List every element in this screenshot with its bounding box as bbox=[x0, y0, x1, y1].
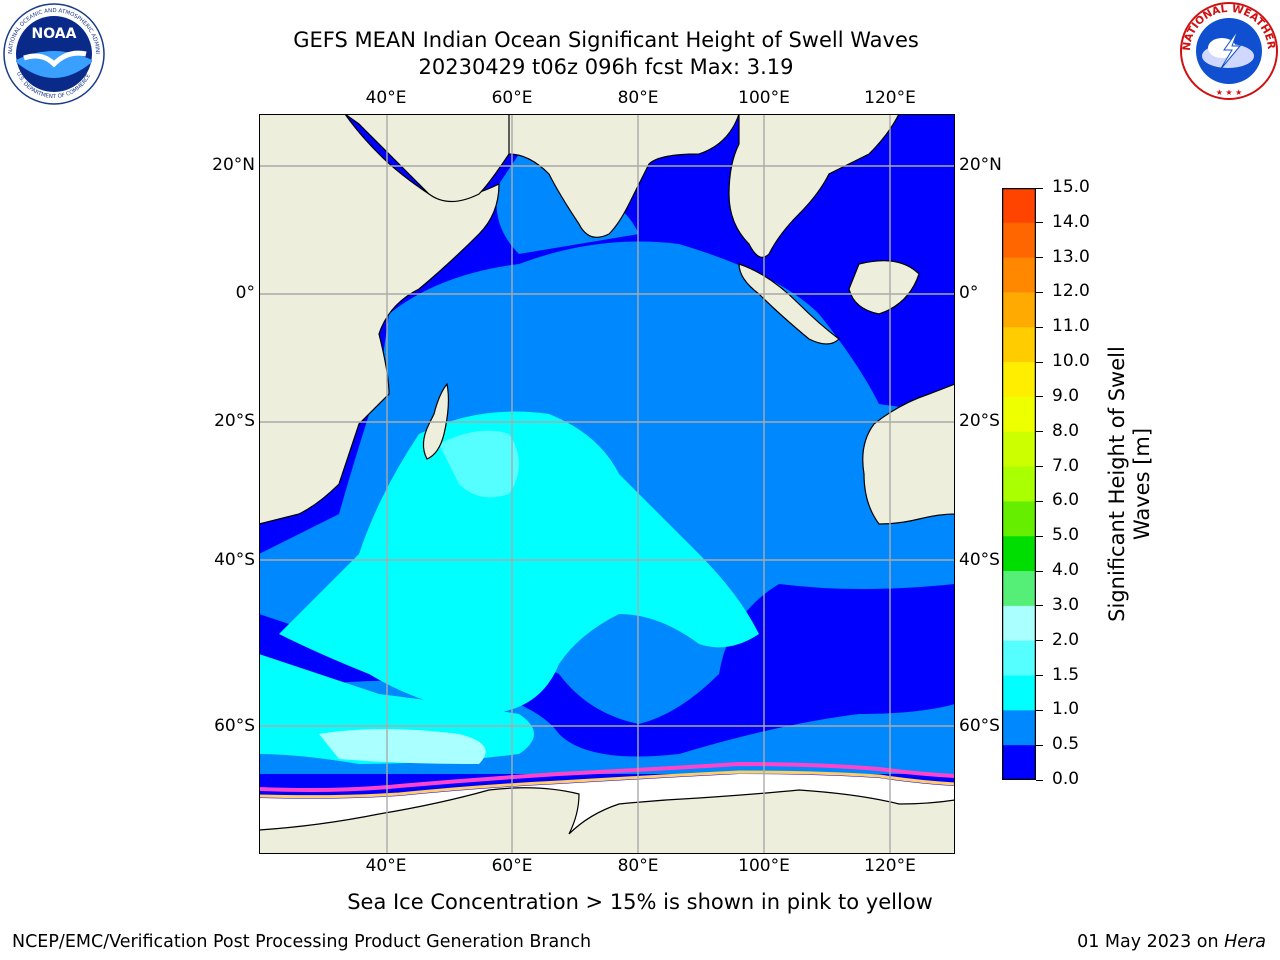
colorbar-segment bbox=[1002, 605, 1036, 642]
colorbar-tick-mark bbox=[1036, 326, 1043, 328]
nws-logo: NATIONAL WEATHER SERVICE ★ ★ ★ bbox=[1178, 0, 1278, 100]
colorbar-tick-mark bbox=[1036, 466, 1043, 468]
colorbar-tick-label: 9.0 bbox=[1052, 385, 1080, 406]
colorbar-tick-mark bbox=[1036, 675, 1043, 677]
lon-tick-bottom: 40°E bbox=[365, 856, 407, 876]
colorbar-tick-mark bbox=[1036, 605, 1043, 607]
footer-credit: NCEP/EMC/Verification Post Processing Pr… bbox=[12, 932, 592, 952]
colorbar-tick-mark bbox=[1036, 396, 1043, 398]
antarctica-land bbox=[259, 787, 955, 854]
lat-tick-right: 40°S bbox=[959, 550, 1000, 570]
colorbar-tick-label: 5.0 bbox=[1052, 525, 1080, 546]
colorbar-tick-mark bbox=[1036, 361, 1043, 363]
sea-ice-edge bbox=[259, 761, 955, 792]
swell-height-map bbox=[259, 114, 955, 854]
lat-tick-left: 40°S bbox=[214, 550, 255, 570]
colorbar-tick-label: 10.0 bbox=[1052, 351, 1090, 372]
borneo-land bbox=[848, 260, 920, 315]
colorbar-tick-label: 0.0 bbox=[1052, 769, 1080, 789]
colorbar-segment bbox=[1002, 466, 1036, 502]
lat-tick-right: 20°S bbox=[959, 411, 1000, 431]
lat-tick-right: 60°S bbox=[959, 716, 1000, 736]
colorbar-tick-label: 15.0 bbox=[1052, 177, 1090, 197]
colorbar-segment bbox=[1002, 675, 1036, 711]
lat-tick-left: 20°N bbox=[212, 155, 255, 175]
colorbar-tick-mark bbox=[1036, 257, 1043, 259]
chart-subtitle: 20230429 t06z 096h fcst Max: 3.19 bbox=[418, 55, 794, 79]
colorbar-tick-label: 12.0 bbox=[1052, 281, 1090, 302]
colorbar-tick-mark bbox=[1036, 744, 1043, 746]
colorbar-segment bbox=[1002, 536, 1036, 572]
lon-tick-bottom: 120°E bbox=[864, 856, 916, 876]
svg-text:★ ★ ★: ★ ★ ★ bbox=[1216, 88, 1243, 97]
footer-date-text: 01 May 2023 on bbox=[1077, 932, 1225, 952]
svg-text:NOAA: NOAA bbox=[32, 26, 77, 42]
colorbar-tick-mark bbox=[1036, 779, 1043, 781]
colorbar-frame bbox=[1002, 188, 1036, 780]
colorbar-tick-mark bbox=[1036, 187, 1043, 189]
gridlines bbox=[259, 114, 955, 854]
lon-tick-bottom: 60°E bbox=[491, 856, 533, 876]
colorbar-tick-mark bbox=[1036, 570, 1043, 572]
lon-tick-top: 120°E bbox=[864, 88, 916, 108]
swell-band-high bbox=[279, 411, 759, 714]
colorbar-tick-label: 7.0 bbox=[1052, 455, 1080, 476]
swell-band-highest-south bbox=[319, 729, 486, 764]
colorbar-segment bbox=[1002, 188, 1036, 224]
colorbar-segment bbox=[1002, 222, 1036, 259]
colorbar-segment bbox=[1002, 327, 1036, 363]
lat-tick-left: 60°S bbox=[214, 716, 255, 736]
colorbar-segment bbox=[1002, 745, 1036, 780]
footer-machine: Hera bbox=[1224, 932, 1266, 952]
colorbar-segment bbox=[1002, 362, 1036, 398]
australia-land bbox=[862, 383, 955, 525]
colorbar-label: Significant Height of Swell Waves [m] bbox=[1105, 346, 1154, 622]
lon-tick-top: 80°E bbox=[617, 88, 659, 108]
colorbar-tick-label: 3.0 bbox=[1052, 594, 1080, 615]
lon-tick-top: 40°E bbox=[365, 88, 407, 108]
southeast-asia-land bbox=[728, 114, 900, 258]
colorbar-segment bbox=[1002, 501, 1036, 537]
colorbar-segment bbox=[1002, 431, 1036, 468]
colorbar-tick-mark bbox=[1036, 535, 1043, 537]
colorbar-tick-mark bbox=[1036, 500, 1043, 502]
colorbar-tick-mark bbox=[1036, 222, 1043, 224]
colorbar-tick-label: 11.0 bbox=[1052, 316, 1090, 337]
colorbar-segment bbox=[1002, 396, 1036, 433]
colorbar-segment bbox=[1002, 292, 1036, 328]
colorbar-tick-label: 1.5 bbox=[1052, 664, 1080, 685]
lat-tick-left: 20°S bbox=[214, 411, 255, 431]
swell-band-highest bbox=[439, 430, 519, 498]
colorbar-tick-label: 0.5 bbox=[1052, 734, 1080, 755]
colorbar-segment bbox=[1002, 640, 1036, 677]
footer-date: 01 May 2023 on Hera bbox=[1077, 932, 1266, 952]
colorbar-tick-label: 6.0 bbox=[1052, 490, 1080, 511]
sea-ice-fringe bbox=[259, 770, 955, 799]
colorbar bbox=[1002, 188, 1036, 780]
lon-tick-bottom: 80°E bbox=[617, 856, 659, 876]
colorbar-tick-mark bbox=[1036, 431, 1043, 433]
colorbar-tick-mark bbox=[1036, 709, 1043, 711]
colorbar-tick-label: 13.0 bbox=[1052, 246, 1090, 267]
colorbar-tick-label: 4.0 bbox=[1052, 560, 1080, 581]
colorbar-tick-mark bbox=[1036, 640, 1043, 642]
colorbar-segment bbox=[1002, 710, 1036, 746]
colorbar-tick-label: 1.0 bbox=[1052, 699, 1080, 720]
india-land bbox=[508, 114, 740, 238]
lat-tick-right: 20°N bbox=[959, 155, 1002, 175]
lon-tick-bottom: 100°E bbox=[738, 856, 790, 876]
sea-ice-note: Sea Ice Concentration > 15% is shown in … bbox=[347, 890, 933, 914]
colorbar-segment bbox=[1002, 257, 1036, 293]
colorbar-tick-label: 2.0 bbox=[1052, 629, 1080, 650]
lat-tick-right: 0° bbox=[959, 283, 979, 303]
lon-tick-top: 60°E bbox=[491, 88, 533, 108]
chart-title: GEFS MEAN Indian Ocean Significant Heigh… bbox=[293, 28, 919, 52]
colorbar-tick-label: 8.0 bbox=[1052, 420, 1080, 441]
lat-tick-left: 0° bbox=[235, 283, 255, 303]
colorbar-tick-label: 14.0 bbox=[1052, 211, 1090, 232]
noaa-logo: NOAA NATIONAL OCEANIC AND ATMOSPHERIC AD… bbox=[2, 2, 105, 105]
colorbar-tick-mark bbox=[1036, 291, 1043, 293]
colorbar-segment bbox=[1002, 571, 1036, 607]
lon-tick-top: 100°E bbox=[738, 88, 790, 108]
